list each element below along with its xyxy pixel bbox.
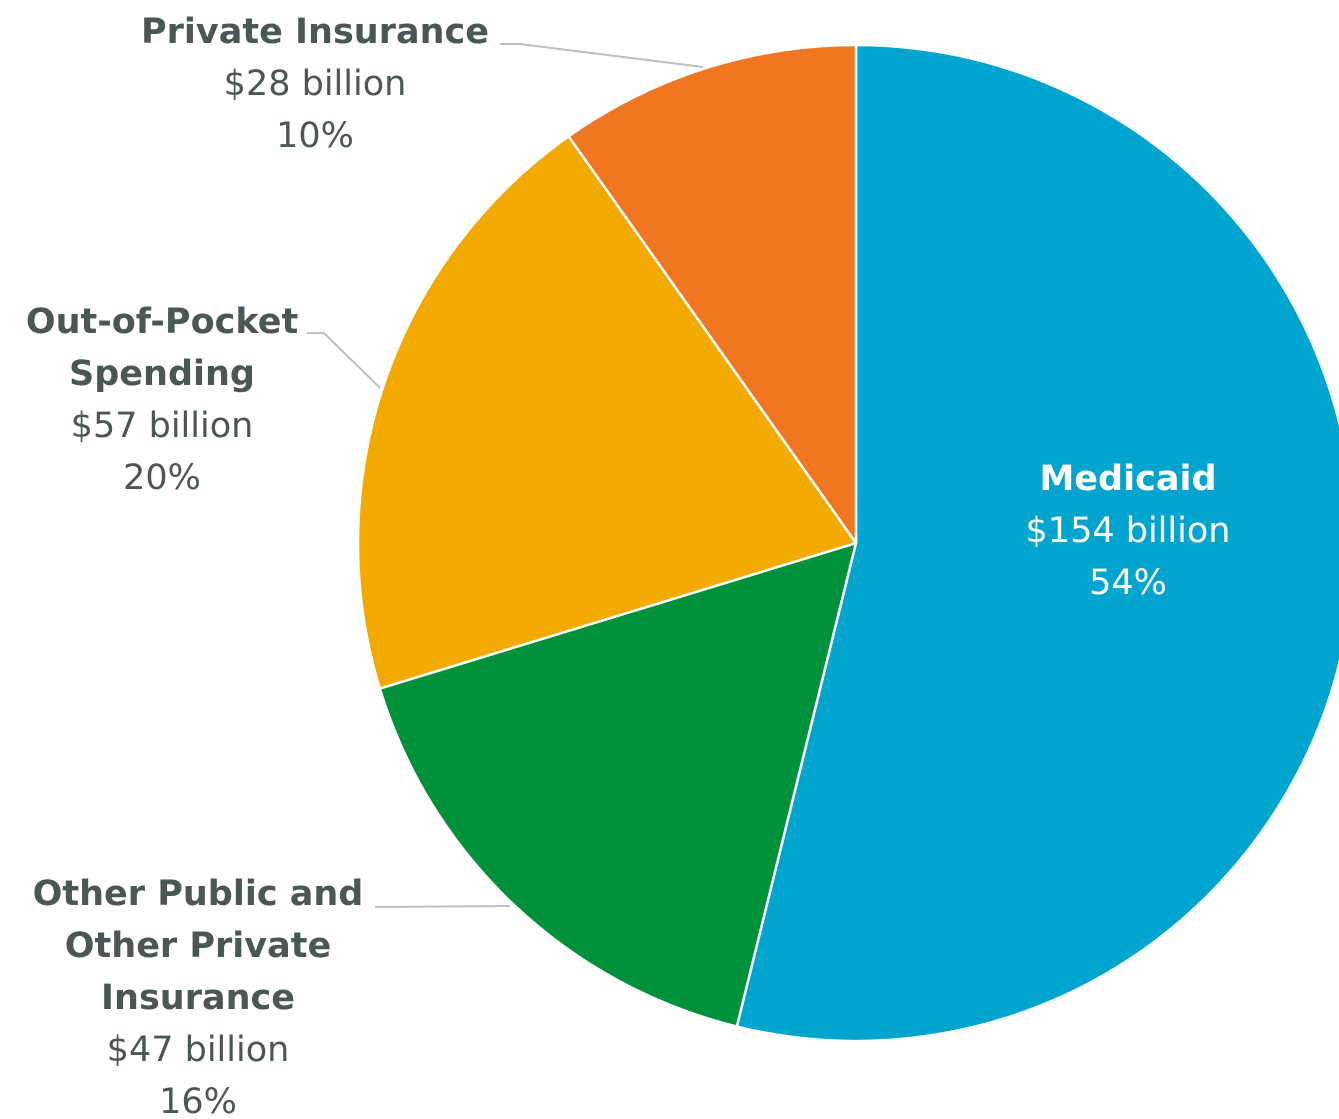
- slice-percent-label: 54%: [1089, 563, 1167, 603]
- pie-slice-other-public-and-other-private-insurance: [378, 541, 858, 1028]
- slice-label-other-public-and-other-private-insurance: Other Public and Other Private Insurance $4…: [33, 874, 364, 1119]
- slice-percent-label: 10%: [276, 116, 354, 156]
- pie-slice-medicaid: [735, 43, 1339, 1043]
- slice-name-label: Medicaid: [1039, 459, 1216, 499]
- slice-value-label: $57 billion: [71, 406, 254, 446]
- slice-value-label: $28 billion: [224, 64, 407, 104]
- slice-name-label: Other Private: [65, 926, 331, 966]
- slice-name-label: Other Public and: [33, 874, 364, 914]
- slice-label-out-of-pocket-spending: Out-of-Pocket Spending $57 billion 20%: [26, 302, 298, 498]
- slice-name-label: Insurance: [101, 978, 295, 1018]
- leader-line-private-insurance: [500, 43, 704, 68]
- slice-percent-label: 20%: [123, 458, 201, 498]
- leader-line-other-public-and-other-private-insurance: [374, 905, 511, 908]
- leader-line-out-of-pocket-spending: [307, 332, 381, 389]
- slice-label-medicaid: Medicaid $154 billion 54%: [1026, 459, 1231, 603]
- pie-slice-private-insurance: [567, 43, 858, 545]
- slice-name-label: Private Insurance: [141, 12, 489, 52]
- slice-value-label: $47 billion: [107, 1030, 290, 1070]
- slice-name-label: Spending: [69, 354, 255, 394]
- pie-slice-out-of-pocket-spending: [356, 135, 858, 690]
- leader-lines: [307, 43, 704, 908]
- slice-percent-label: 16%: [159, 1082, 237, 1119]
- slice-label-private-insurance: Private Insurance $28 billion 10%: [141, 12, 489, 156]
- slice-value-label: $154 billion: [1026, 511, 1231, 551]
- pie-slices: [356, 43, 1339, 1043]
- slice-name-label: Out-of-Pocket: [26, 302, 298, 342]
